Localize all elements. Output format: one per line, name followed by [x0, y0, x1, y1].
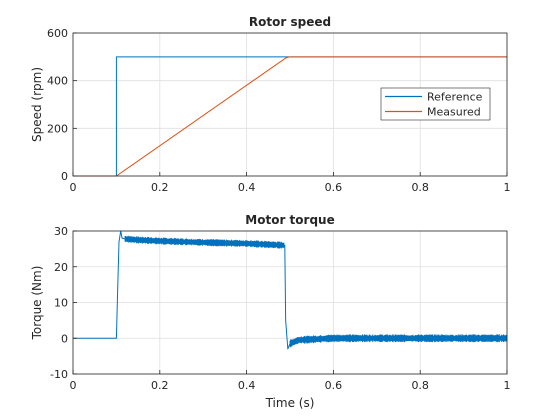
rotor-speed-y-axis-label: Speed (rpm) — [30, 67, 44, 142]
rotor-speed-y-ticks: 0 200 400 600 — [47, 27, 77, 183]
rotor-speed-title: Rotor speed — [249, 15, 331, 29]
rotor-speed-x-ticks: 0 0.2 0.4 0.6 0.8 1 — [70, 172, 511, 194]
motor-torque-x-tick-label: 0 — [70, 379, 77, 392]
motor-torque-x-tick-label: 1 — [504, 379, 511, 392]
rotor-speed-axes-box — [72, 32, 508, 177]
motor-torque-y-ticks: -10 0 10 20 30 — [50, 225, 77, 381]
legend-label-measured: Measured — [427, 106, 481, 119]
motor-torque-x-tick-label: 0.6 — [325, 379, 343, 392]
motor-torque-y-tick-label: 10 — [54, 297, 68, 310]
legend-label-reference: Reference — [427, 91, 483, 104]
motor-torque-x-axis-label: Time (s) — [265, 396, 315, 410]
rotor-speed-x-tick-label: 0.4 — [238, 181, 256, 194]
motor-torque-y-tick-label: 30 — [54, 225, 68, 238]
motor-torque-x-ticks: 0 0.2 0.4 0.6 0.8 1 — [70, 370, 511, 392]
rotor-speed-y-tick-label: 0 — [61, 170, 68, 183]
motor-torque-x-tick-label: 0.4 — [238, 379, 256, 392]
motor-torque-y-tick-label: -10 — [50, 368, 68, 381]
rotor-speed-legend: Reference Measured — [380, 87, 491, 121]
rotor-speed-x-tick-label: 0 — [70, 181, 77, 194]
motor-torque-x-tick-label: 0.2 — [151, 379, 169, 392]
rotor-speed-x-tick-label: 0.2 — [151, 181, 169, 194]
motor-torque-title: Motor torque — [245, 213, 334, 227]
rotor-speed-y-tick-label: 200 — [47, 122, 68, 135]
legend-box — [380, 87, 491, 121]
motor-torque-y-tick-label: 0 — [61, 332, 68, 345]
motor-torque-y-axis-label: Torque (Nm) — [30, 266, 44, 341]
rotor-speed-panel: 0 0.2 0.4 0.6 0.8 1 0 200 400 600 Rotor speed Sp… — [30, 15, 511, 194]
motor-torque-ripple-band — [124, 235, 508, 348]
rotor-speed-x-tick-label: 0.8 — [411, 181, 429, 194]
motor-torque-y-tick-label: 20 — [54, 261, 68, 274]
rotor-speed-x-tick-label: 1 — [504, 181, 511, 194]
motor-torque-series — [73, 230, 508, 350]
rotor-speed-y-tick-label: 600 — [47, 27, 68, 40]
rotor-speed-x-tick-label: 0.6 — [325, 181, 343, 194]
rotor-speed-y-tick-label: 400 — [47, 75, 68, 88]
motor-torque-x-tick-label: 0.8 — [411, 379, 429, 392]
